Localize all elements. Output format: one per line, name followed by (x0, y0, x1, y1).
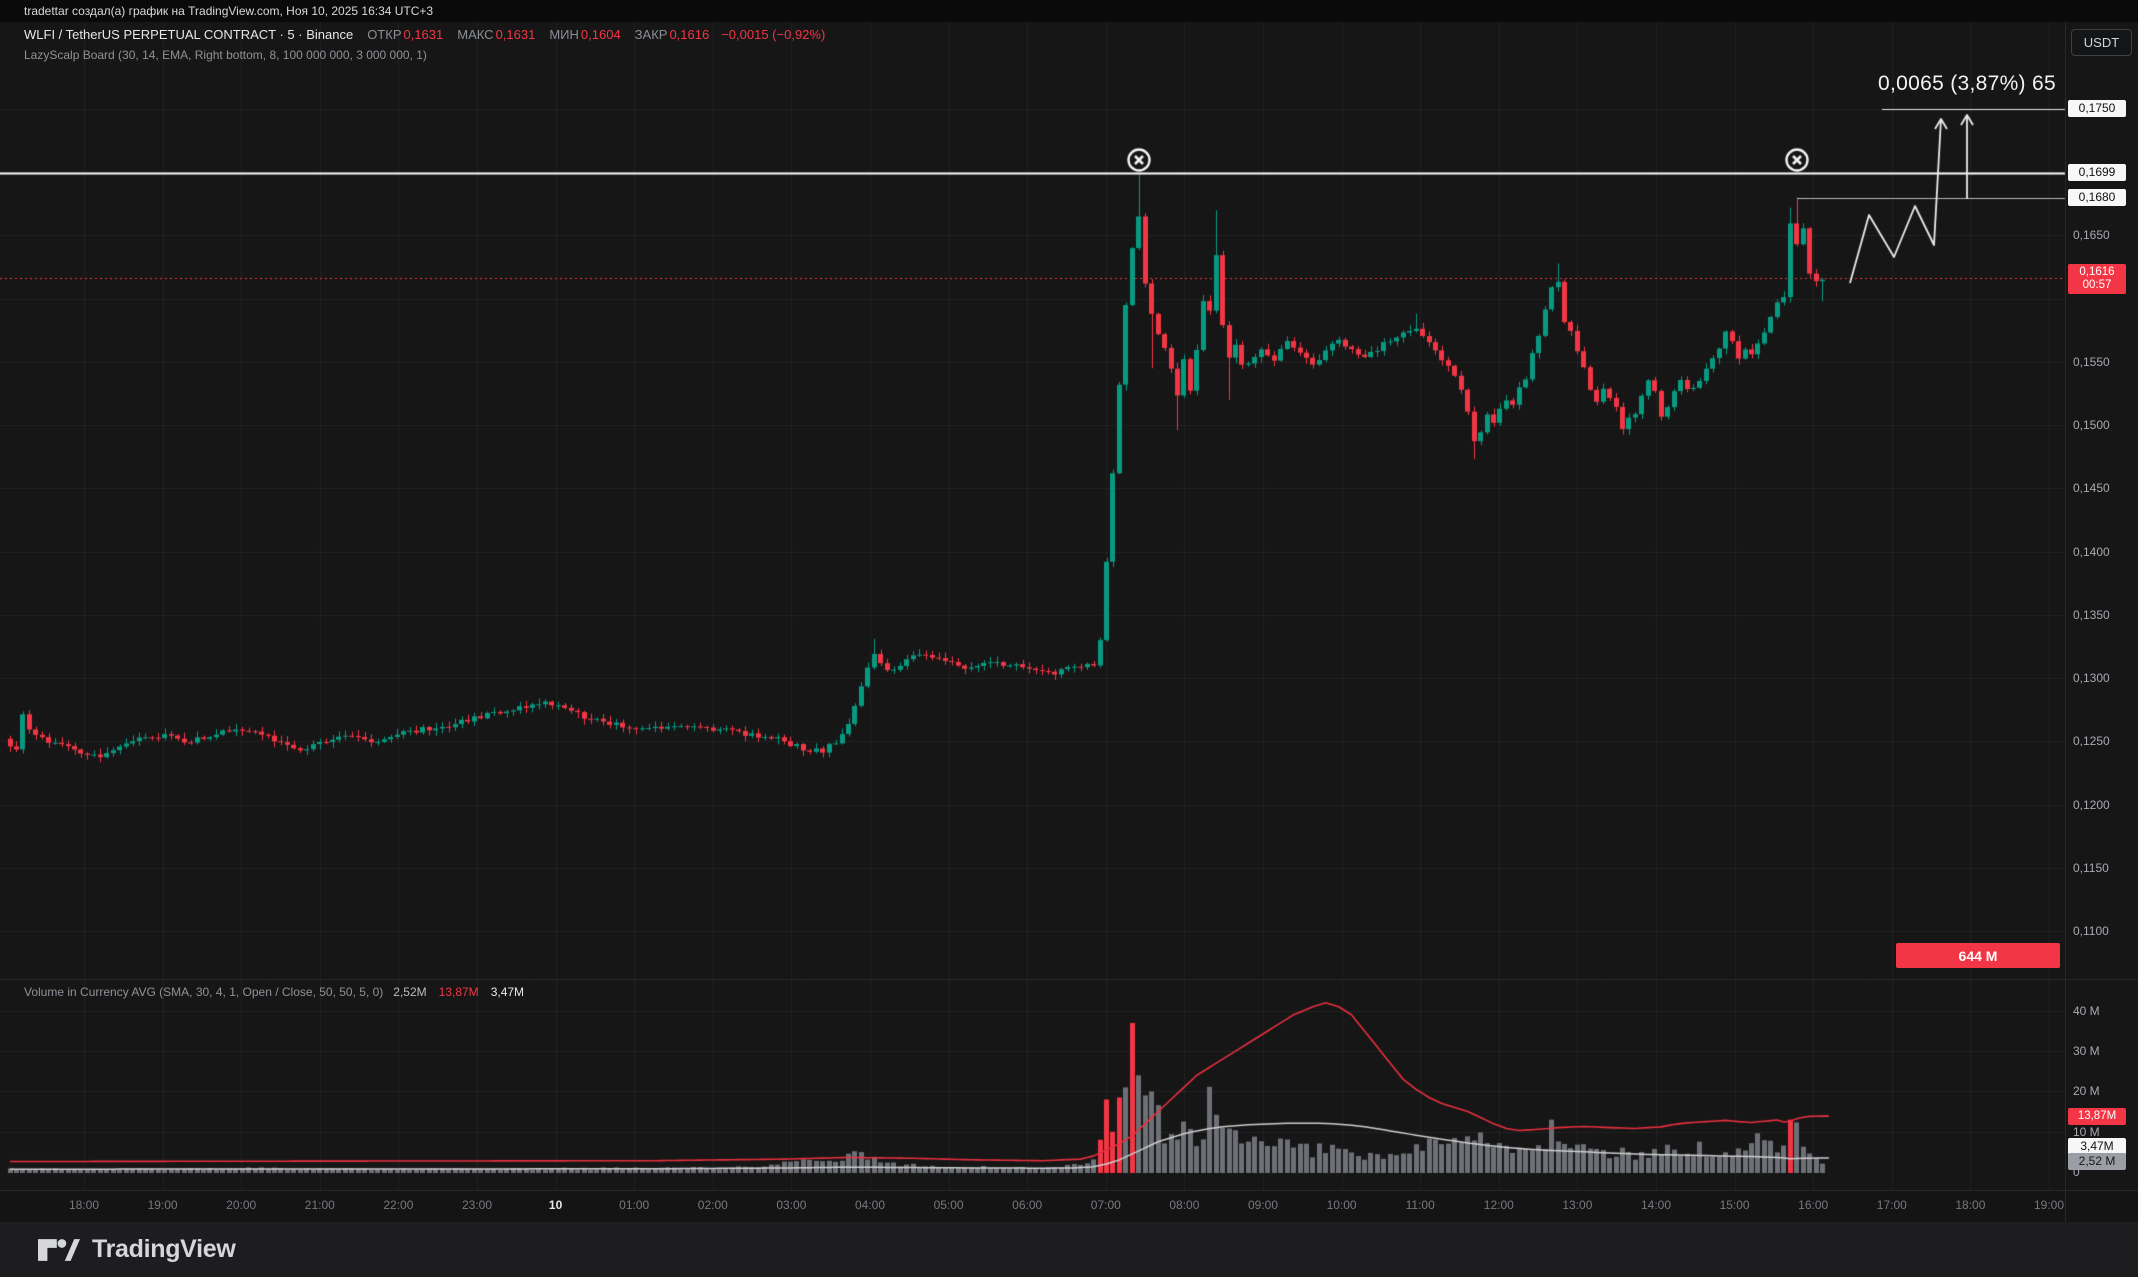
forecast-annotation: 0,0065 (3,87%) 65 (1878, 72, 2056, 95)
ohlc-label: МИН (549, 27, 579, 42)
volume-white-avg-label: 3,47М (2068, 1138, 2126, 1155)
time-tick: 19:00 (147, 1198, 178, 1212)
price-tick: 0,1350 (2073, 607, 2110, 622)
time-tick: 16:00 (1798, 1198, 1829, 1212)
ohlc-value: 0,1604 (580, 27, 621, 42)
price-level-label: 0,1680 (2068, 188, 2126, 206)
attribution-text: tradettar создал(а) график на TradingVie… (24, 4, 434, 18)
currency-toggle-button[interactable]: USDT (2071, 29, 2132, 56)
price-tick: 0,1300 (2073, 671, 2110, 686)
time-tick: 02:00 (697, 1198, 728, 1212)
time-tick: 17:00 (1876, 1198, 1907, 1212)
time-tick: 15:00 (1719, 1198, 1750, 1212)
price-level-label: 0,1750 (2068, 100, 2126, 117)
price-tick: 0,1250 (2073, 734, 2110, 749)
time-tick: 08:00 (1169, 1198, 1200, 1212)
volume-current-label: 2,52 М (2068, 1153, 2126, 1170)
tradingview-wordmark[interactable]: TradingView (92, 1235, 236, 1263)
volume-white-avg-value: 3,47М (490, 985, 525, 999)
indicator-title[interactable]: LazyScalp Board (30, 14, EMA, Right bott… (24, 48, 427, 62)
volume-red-avg-label: 13,87М (2068, 1108, 2126, 1125)
volume-tick: 0 (2073, 1165, 2080, 1179)
time-tick: 19:00 (2033, 1198, 2065, 1212)
volume-tick: 40 М (2073, 1003, 2100, 1018)
time-tick: 12:00 (1483, 1198, 1514, 1212)
price-tick: 0,1650 (2073, 228, 2110, 243)
price-tick: 0,1100 (2073, 923, 2109, 938)
price-axis[interactable]: 0,1650 0,1550 0,1500 0,1450 0,1400 0,1350 0,13… (2065, 22, 2138, 1222)
volume-red-avg-value: 13,87М (438, 985, 479, 999)
time-tick: 11:00 (1405, 1198, 1435, 1212)
time-tick: 05:00 (933, 1198, 964, 1212)
lazyscalp-volume-badge: 644 М (1896, 943, 2060, 968)
ohlc-value: 0,1616 (669, 27, 710, 42)
volume-current-value: 2,52М (393, 985, 427, 999)
indicator-legend[interactable]: LazyScalp Board (30, 14, EMA, Right bott… (24, 48, 427, 62)
time-tick: 04:00 (854, 1198, 886, 1212)
price-tick: 0,1450 (2073, 481, 2110, 496)
current-price-label: 0,1616 00:57 (2068, 264, 2126, 295)
volume-legend: Volume in Currency AVG (SMA, 30, 4, 1, O… (24, 985, 524, 999)
time-tick: 18:00 (1955, 1198, 1986, 1212)
symbol-title[interactable]: WLFI / TetherUS PERPETUAL CONTRACT · 5 ·… (24, 27, 354, 42)
ohlc-label: ОТКР (367, 27, 402, 42)
time-axis[interactable]: 18:00 19:00 20:00 21:00 22:00 23:00 10 01:00 02:… (0, 1190, 2138, 1222)
ohlc-value: 0,1631 (495, 27, 536, 42)
time-tick: 10:00 (1326, 1198, 1357, 1212)
volume-tick: 30 М (2073, 1044, 2100, 1059)
volume-indicator-title[interactable]: Volume in Currency AVG (SMA, 30, 4, 1, O… (24, 985, 384, 999)
footer-bar: TradingView (0, 1222, 2138, 1277)
time-tick: 18:00 (68, 1198, 100, 1212)
time-tick: 20:00 (226, 1198, 257, 1212)
time-tick: 23:00 (461, 1198, 493, 1212)
time-tick: 01:00 (619, 1198, 650, 1212)
ohlc-value: 0,1631 (403, 27, 444, 42)
ohlc-values: ОТКР 0,1631 МАКС 0,1631 МИН 0,1604 ЗАКР 0,1616 (353, 27, 709, 42)
attribution-bar: tradettar создал(а) график на TradingVie… (0, 0, 2138, 22)
volume-tick: 20 М (2073, 1084, 2100, 1099)
time-tick: 13:00 (1562, 1198, 1593, 1212)
price-tick: 0,1400 (2073, 544, 2110, 559)
price-tick: 0,1200 (2073, 797, 2110, 812)
time-tick: 06:00 (1012, 1198, 1043, 1212)
volume-tick: 10 М (2073, 1124, 2100, 1139)
time-tick: 03:00 (776, 1198, 807, 1212)
time-tick: 10 (548, 1198, 563, 1212)
time-tick: 09:00 (1247, 1198, 1279, 1212)
change-value: −0,0015 (−0,92%) (721, 27, 826, 42)
price-level-label: 0,1699 (2068, 164, 2126, 182)
symbol-legend: WLFI / TetherUS PERPETUAL CONTRACT · 5 ·… (24, 27, 825, 42)
price-tick: 0,1500 (2073, 418, 2110, 433)
tradingview-logo-icon[interactable] (38, 1238, 80, 1262)
price-tick: 0,1550 (2073, 354, 2110, 369)
time-tick: 14:00 (1640, 1198, 1672, 1212)
ohlc-label: ЗАКР (634, 27, 668, 42)
price-tick: 0,1150 (2073, 860, 2109, 875)
time-tick: 21:00 (304, 1198, 335, 1212)
time-tick: 22:00 (383, 1198, 414, 1212)
ohlc-label: МАКС (457, 27, 494, 42)
time-tick: 07:00 (1090, 1198, 1121, 1212)
